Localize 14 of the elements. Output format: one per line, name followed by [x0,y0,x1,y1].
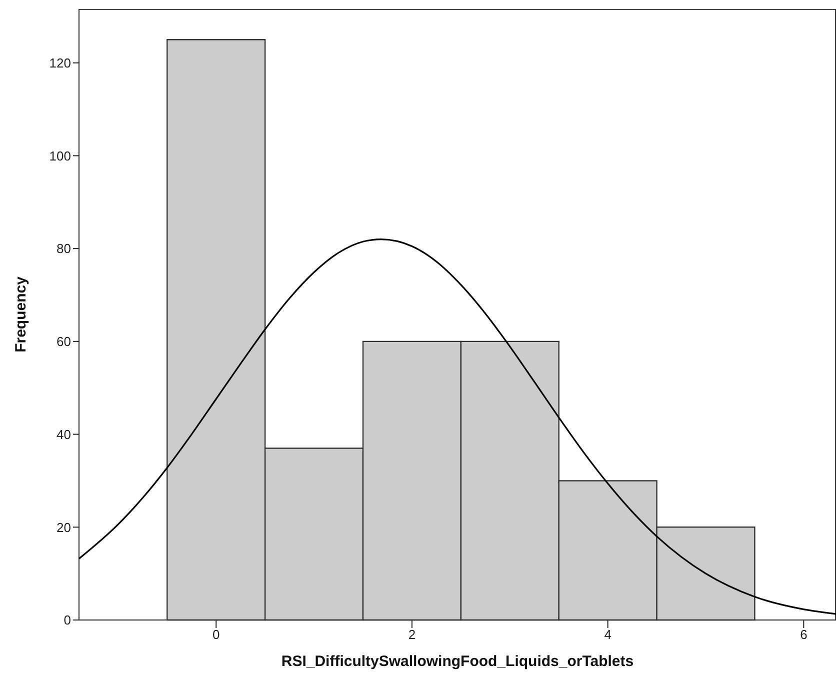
x-axis-title: RSI_DifficultySwallowingFood_Liquids_orTablets [281,653,634,670]
y-tick-label: 20 [56,520,71,535]
y-tick-label: 0 [64,612,71,628]
line-series [79,238,836,615]
x-tick-label: 6 [800,627,808,642]
y-tick-label: 40 [56,426,71,442]
x-tick-label: 4 [604,627,612,642]
y-tick-label: 60 [56,334,71,350]
y-axis-title: Frequency [12,276,30,352]
x-tick-label: 0 [212,627,220,642]
y-tick-label: 80 [56,241,71,256]
y-tick-label: 100 [49,148,71,164]
y-tick-label: 120 [49,55,71,70]
x-tick-label: 2 [408,627,416,642]
